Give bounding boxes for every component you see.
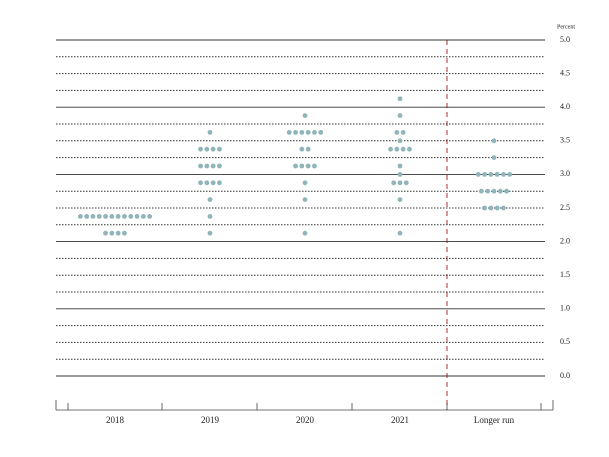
dot — [96, 214, 102, 219]
dot — [397, 180, 403, 186]
dot — [494, 205, 500, 211]
dot — [293, 163, 298, 169]
dot — [198, 163, 203, 169]
dot — [204, 146, 210, 152]
dot — [122, 230, 127, 236]
dot — [217, 180, 222, 186]
dot — [482, 172, 487, 177]
dot — [507, 172, 513, 177]
dot — [485, 188, 491, 194]
dot — [397, 163, 403, 169]
dot — [394, 146, 400, 152]
y-tick-label: 1.5 — [560, 270, 570, 279]
dot — [397, 113, 403, 118]
dot — [302, 197, 308, 203]
dot — [388, 146, 393, 152]
dot — [198, 146, 203, 152]
dot — [299, 130, 305, 135]
dot — [103, 214, 108, 219]
dot — [475, 172, 481, 177]
dot — [494, 172, 500, 177]
x-tick-label: 2018 — [106, 415, 125, 425]
dot — [488, 172, 494, 177]
dot — [397, 96, 403, 102]
y-tick-label: 0.0 — [560, 371, 570, 380]
dot — [198, 180, 203, 186]
dot — [286, 130, 292, 135]
dot — [217, 146, 222, 152]
dot — [293, 130, 298, 135]
dot — [90, 214, 96, 219]
dot — [147, 214, 153, 219]
dot — [122, 214, 127, 219]
dot — [491, 188, 497, 194]
dot — [207, 230, 213, 236]
x-tick-label: 2020 — [296, 415, 315, 425]
dot — [501, 205, 506, 211]
dot — [77, 214, 83, 219]
dot — [210, 180, 216, 186]
dot — [504, 188, 509, 194]
dot — [488, 205, 494, 211]
axis-label: Percent — [557, 24, 575, 30]
dot — [207, 197, 213, 203]
dot — [391, 180, 397, 186]
y-tick-label: 3.0 — [560, 169, 570, 178]
dot — [103, 230, 108, 236]
dot — [204, 180, 210, 186]
dot — [403, 180, 409, 186]
y-tick-label: 4.5 — [560, 68, 570, 77]
dot — [109, 230, 115, 236]
dot — [397, 230, 403, 236]
dot — [299, 163, 305, 169]
y-tick-label: 4.0 — [560, 102, 570, 111]
dot — [407, 146, 412, 152]
dot — [134, 214, 140, 219]
dot — [207, 130, 213, 135]
dot — [84, 214, 90, 219]
y-tick-label: 3.5 — [560, 136, 570, 145]
dot — [400, 146, 406, 152]
dot — [109, 214, 115, 219]
y-tick-label: 1.0 — [560, 304, 570, 313]
dot — [217, 163, 222, 169]
x-tick-label: Longer run — [474, 415, 515, 425]
dot — [210, 163, 216, 169]
dot — [305, 130, 311, 135]
dot — [302, 230, 308, 236]
x-tick-label: 2019 — [201, 415, 220, 425]
dot — [491, 138, 497, 144]
dot — [318, 130, 324, 135]
dot — [400, 130, 406, 135]
y-tick-label: 2.0 — [560, 236, 570, 245]
dot — [479, 188, 484, 194]
dot — [115, 230, 121, 236]
dot — [305, 163, 311, 169]
y-tick-label: 0.5 — [560, 337, 570, 346]
dot — [312, 163, 317, 169]
dot — [394, 130, 400, 135]
dot — [397, 197, 403, 203]
dot — [305, 146, 311, 152]
dot — [397, 172, 403, 177]
dot — [501, 172, 506, 177]
dot — [302, 113, 308, 118]
dot — [491, 155, 497, 161]
dot — [312, 130, 317, 135]
dot — [302, 180, 308, 186]
dot — [128, 214, 134, 219]
dot — [115, 214, 121, 219]
dot — [140, 214, 146, 219]
dot — [482, 205, 487, 211]
y-tick-label: 2.5 — [560, 203, 570, 212]
dot — [210, 146, 216, 152]
y-tick-label: 5.0 — [560, 35, 570, 44]
x-tick-label: 2021 — [391, 415, 409, 425]
dot — [207, 214, 213, 219]
dot — [497, 188, 503, 194]
dot — [397, 138, 403, 144]
dot — [204, 163, 210, 169]
dot — [299, 146, 305, 152]
